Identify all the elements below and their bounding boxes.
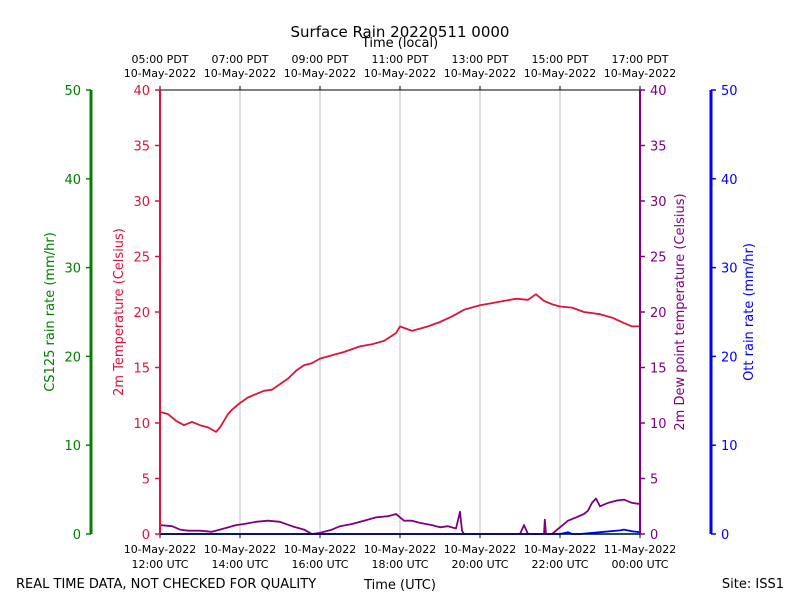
2m-dew-point-temperature-line: [159, 497, 641, 535]
dewpoint-axis: 0 5 10 15 20 25 30 35 40 2m Dew point temperature…: [639, 84, 688, 543]
bottom-tick-label-time: 20:00 UTC: [451, 558, 508, 571]
dewpoint-tick-label: 40: [650, 84, 667, 99]
temperature-tick-label: 20: [133, 306, 150, 321]
top-tick-label-date: 10-May-2022: [524, 67, 596, 80]
temperature-axis-title: 2m Temperature (Celsius): [112, 228, 127, 396]
temperature-tick-label: 5: [142, 473, 150, 488]
ott-tick-label: 20: [721, 350, 738, 365]
dewpoint-tick-label: 20: [650, 306, 667, 321]
dewpoint-tick-label: 30: [650, 195, 667, 210]
top-tick-label-time: 11:00 PDT: [371, 53, 428, 66]
temperature-tick-label: 10: [133, 417, 150, 432]
bottom-tick-label-date: 10-May-2022: [364, 543, 436, 556]
temperature-tick-label: 30: [133, 195, 150, 210]
dewpoint-tick-label: 0: [650, 528, 658, 543]
footer-quality-note: REAL TIME DATA, NOT CHECKED FOR QUALITY: [16, 577, 316, 592]
bottom-tick-label-time: 00:00 UTC: [611, 558, 668, 571]
2m-temperature-line: [159, 293, 640, 433]
top-tick-label-time: 17:00 PDT: [611, 53, 668, 66]
dewpoint-tick-label: 15: [650, 362, 667, 377]
top-tick-label-date: 10-May-2022: [204, 67, 276, 80]
bottom-tick-label-date: 11-May-2022: [604, 543, 676, 556]
cs125-tick-label: 10: [64, 439, 81, 454]
top-tick-label-date: 10-May-2022: [284, 67, 356, 80]
chart-title: Surface Rain 20220511 0000: [291, 23, 510, 41]
dewpoint-tick-label: 35: [650, 140, 667, 155]
bottom-tick-label-date: 10-May-2022: [284, 543, 356, 556]
footer-site-label: Site: ISS1: [722, 577, 784, 592]
cs125-axis-title: CS125 rain rate (mm/hr): [43, 232, 58, 392]
top-tick-label-time: 15:00 PDT: [531, 53, 588, 66]
bottom-tick-label-time: 16:00 UTC: [291, 558, 348, 571]
top-tick-label-time: 07:00 PDT: [211, 53, 268, 66]
temperature-axis: 0 5 10 15 20 25 30 35 40 2m Temperature (Celsius): [112, 84, 161, 543]
top-tick-label-date: 10-May-2022: [444, 67, 516, 80]
dewpoint-tick-label: 5: [650, 473, 658, 488]
bottom-tick-label-time: 18:00 UTC: [371, 558, 428, 571]
top-tick-label-time: 05:00 PDT: [131, 53, 188, 66]
dewpoint-axis-title: 2m Dew point temperature (Celsius): [673, 193, 688, 430]
ott-axis-title: Ott rain rate (mm/hr): [742, 243, 757, 381]
cs125-axis: 0 10 20 30 40 50 CS125 rain rate (mm/hr): [43, 84, 93, 543]
dewpoint-tick-label: 25: [650, 251, 667, 266]
bottom-axis-ticks: 10-May-2022 12:00 UTC 10-May-2022 14:00 UTC…: [124, 534, 676, 571]
temperature-tick-label: 0: [142, 528, 150, 543]
cs125-tick-label: 0: [73, 528, 81, 543]
cs125-tick-label: 20: [64, 350, 81, 365]
temperature-tick-label: 15: [133, 362, 150, 377]
top-tick-label-date: 10-May-2022: [364, 67, 436, 80]
temperature-tick-label: 25: [133, 251, 150, 266]
ott-tick-label: 10: [721, 439, 738, 454]
ott-axis: 0 10 20 30 40 50 Ott rain rate (mm/hr): [709, 84, 757, 543]
bottom-tick-label-date: 10-May-2022: [444, 543, 516, 556]
ott-tick-label: 30: [721, 262, 738, 277]
dewpoint-tick-label: 10: [650, 417, 667, 432]
top-tick-label-date: 10-May-2022: [124, 67, 196, 80]
ott-rain-rate-line: [160, 528, 641, 535]
ott-tick-label: 0: [721, 528, 729, 543]
cs125-tick-label: 40: [64, 173, 81, 188]
bottom-tick-label-time: 12:00 UTC: [131, 558, 188, 571]
ott-tick-label: 50: [721, 84, 738, 99]
top-tick-label-time: 09:00 PDT: [291, 53, 348, 66]
bottom-axis-label: Time (UTC): [363, 578, 436, 593]
ott-tick-label: 40: [721, 173, 738, 188]
top-axis-label: Time (local): [361, 36, 438, 51]
top-tick-label-time: 13:00 PDT: [451, 53, 508, 66]
cs125-tick-label: 30: [64, 262, 81, 277]
temperature-tick-label: 35: [133, 140, 150, 155]
bottom-tick-label-date: 10-May-2022: [204, 543, 276, 556]
bottom-tick-label-time: 22:00 UTC: [531, 558, 588, 571]
temperature-tick-label: 40: [133, 84, 150, 99]
bottom-tick-label-date: 10-May-2022: [124, 543, 196, 556]
cs125-tick-label: 50: [64, 84, 81, 99]
bottom-tick-label-date: 10-May-2022: [524, 543, 596, 556]
top-tick-label-date: 10-May-2022: [604, 67, 676, 80]
bottom-tick-label-time: 14:00 UTC: [211, 558, 268, 571]
vertical-gridlines: [239, 90, 561, 534]
